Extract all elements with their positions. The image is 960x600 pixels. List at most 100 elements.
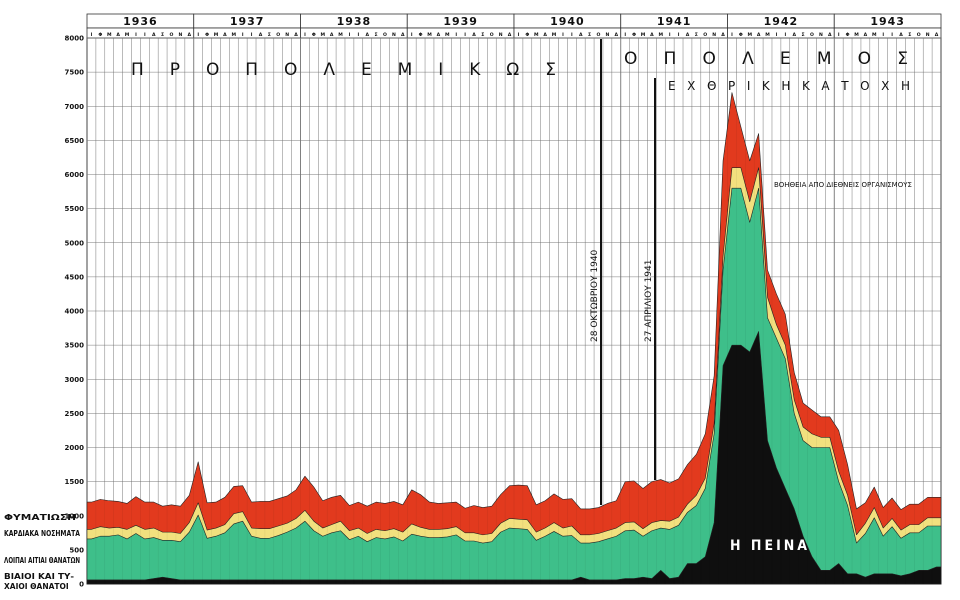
month-letter: Ν (605, 32, 609, 38)
month-letter: Ι (91, 32, 93, 38)
month-letter: Μ (214, 32, 219, 38)
month-letter: Ι (784, 32, 786, 38)
month-letter: Σ (802, 32, 805, 38)
month-letter: Ι (882, 32, 884, 38)
month-letter: Μ (658, 32, 663, 38)
month-letter: Ι (891, 32, 893, 38)
month-letter: Ι (304, 32, 306, 38)
month-letter: Δ (721, 32, 725, 38)
month-letter: Ν (178, 32, 182, 38)
month-letter: Ι (464, 32, 466, 38)
month-letter: Μ (641, 32, 646, 38)
month-letter: Α (330, 32, 334, 38)
month-letter: Ι (357, 32, 359, 38)
y-tick-label: 7500 (65, 69, 85, 77)
month-letter: Ν (819, 32, 823, 38)
month-letter: Μ (231, 32, 236, 38)
month-letter: Μ (534, 32, 539, 38)
legend-label-tb: ΦΥΜΑΤΙΩΣΗ (4, 513, 76, 522)
month-letter: Δ (508, 32, 512, 38)
y-tick-label: 1000 (65, 512, 85, 520)
month-letter: Σ (588, 32, 591, 38)
month-letter: Ν (392, 32, 396, 38)
month-letter: Ο (917, 32, 921, 38)
month-letter: Ι (411, 32, 413, 38)
month-letter: Α (792, 32, 796, 38)
october-1940-label: 28 ΟΚΤΩΒΡΙΟΥ 1940 (590, 249, 600, 342)
month-letter: Ι (624, 32, 626, 38)
month-letter: Σ (268, 32, 271, 38)
y-tick-label: 6000 (65, 171, 85, 179)
y-tick-label: 6500 (65, 137, 85, 145)
month-letter: Α (543, 32, 547, 38)
month-letter: Ι (455, 32, 457, 38)
month-letter: Α (223, 32, 227, 38)
month-letter: Ι (251, 32, 253, 38)
month-letter: Μ (872, 32, 877, 38)
month-letter: Μ (320, 32, 325, 38)
month-letter: Α (757, 32, 761, 38)
war-label: Ο Π Ο Λ Ε Μ Ο Σ (624, 49, 908, 69)
month-letter: Α (259, 32, 263, 38)
legend-label-cardiac: ΚΑΡΔΙΑΚΑ ΝΟΣΗΜΑΤΑ (4, 529, 80, 538)
area-violent (86, 331, 942, 585)
month-letter: Α (686, 32, 690, 38)
month-letter: Ι (197, 32, 199, 38)
month-letter: Δ (401, 32, 405, 38)
month-letter: Ο (490, 32, 494, 38)
month-letter: Ι (144, 32, 146, 38)
month-letter: Φ (739, 32, 743, 38)
month-letter: Α (116, 32, 120, 38)
month-letter: Ο (597, 32, 601, 38)
year-label: 1938 (337, 15, 372, 28)
month-letter: Ο (170, 32, 174, 38)
y-tick-label: 4500 (65, 273, 85, 281)
y-tick-label: 5000 (65, 239, 85, 247)
month-letter: Α (579, 32, 583, 38)
month-letter: Ι (669, 32, 671, 38)
month-letter: Μ (854, 32, 859, 38)
y-tick-label: 5500 (65, 205, 85, 213)
y-tick-label: 0 (79, 581, 84, 589)
month-letter: Ι (242, 32, 244, 38)
year-label: 1939 (443, 15, 478, 28)
month-letter: Μ (552, 32, 557, 38)
month-letter: Α (152, 32, 156, 38)
month-letter: Ν (499, 32, 503, 38)
year-label: 1943 (870, 15, 905, 28)
y-tick-label: 4000 (65, 308, 85, 316)
month-letter: Φ (632, 32, 636, 38)
aid-label: ΒΟΗΘΕΙΑ ΑΠΟ ΔΙΕΘΝΕΙΣ ΟΡΓΑΝΙΣΜΟΥΣ (774, 181, 912, 189)
occupation-label: Ε Χ Θ Ρ Ι Κ Η Κ Α Τ Ο Χ Η (668, 79, 910, 93)
month-letter: Σ (375, 32, 378, 38)
month-letter: Μ (338, 32, 343, 38)
month-letter: Φ (525, 32, 529, 38)
y-tick-label: 3000 (65, 376, 85, 384)
month-letter: Ι (562, 32, 564, 38)
legend-label-other: ΛΟΙΠΑΙ ΑΙΤΙΑΙ ΘΑΝΑΤΩΝ (4, 556, 80, 565)
month-letter: Μ (107, 32, 112, 38)
month-letter: Α (437, 32, 441, 38)
month-letter: Μ (125, 32, 130, 38)
month-letter: Φ (846, 32, 850, 38)
y-tick-label: 8000 (65, 35, 85, 43)
month-letter: Ι (135, 32, 137, 38)
year-label: 1941 (657, 15, 692, 28)
legend: ΦΥΜΑΤΙΩΣΗ ΚΑΡΔΙΑΚΑ ΝΟΣΗΜΑΤΑ ΛΟΙΠΑΙ ΑΙΤΙΑΙ … (4, 513, 80, 591)
month-letter: Α (365, 32, 369, 38)
month-letter: Δ (935, 32, 939, 38)
month-letter: Μ (765, 32, 770, 38)
month-letter: Ι (518, 32, 520, 38)
month-letter: Σ (161, 32, 164, 38)
month-letter: Φ (312, 32, 316, 38)
year-label: 1942 (764, 15, 799, 28)
month-letter: Α (899, 32, 903, 38)
month-letter: Ι (571, 32, 573, 38)
year-label: 1936 (123, 15, 158, 28)
month-letter: Ι (678, 32, 680, 38)
prewar-label: Π Ρ Ο Π Ο Λ Ε Μ Ι Κ Ω Σ (131, 60, 556, 80)
month-letter: Σ (481, 32, 484, 38)
month-letter: Ο (703, 32, 707, 38)
month-letter: Ο (276, 32, 280, 38)
